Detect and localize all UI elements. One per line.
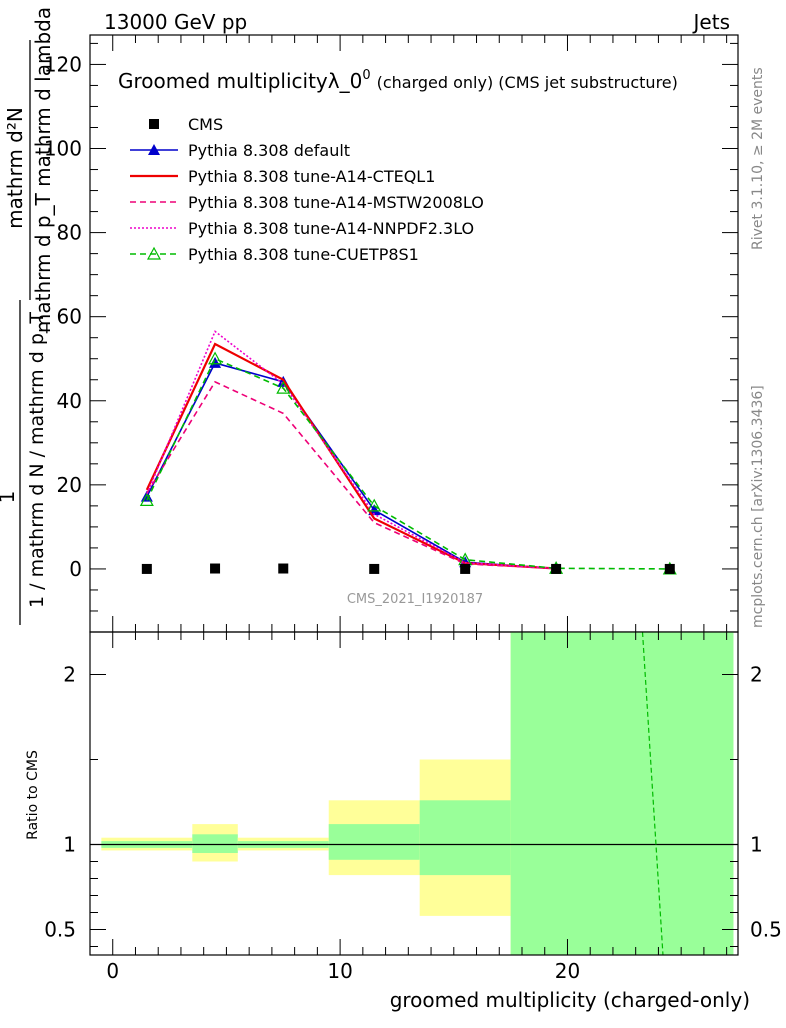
- ylabel-one: 1: [0, 491, 19, 504]
- main-title-text: Groomed multiplicityλ_0: [118, 69, 362, 93]
- ratio-band-green-5: [511, 632, 734, 955]
- series-0-point-4: [460, 564, 470, 574]
- ratio-ytick-label-right: 2: [750, 663, 763, 687]
- legend-marker-0: [149, 119, 159, 129]
- legend-label-1: Pythia 8.308 default: [188, 141, 350, 160]
- legend-label-0: CMS: [188, 115, 223, 134]
- rivet-label: Rivet 3.1.10, ≥ 2M events: [750, 67, 766, 250]
- main-ytick-label: 0: [69, 557, 82, 581]
- legend-label-5: Pythia 8.308 tune-CUETP8S1: [188, 245, 419, 264]
- analysis-watermark: CMS_2021_I1920187: [347, 592, 483, 607]
- main-ytick-label: 60: [57, 305, 82, 329]
- xtick-label: 10: [327, 959, 352, 983]
- ratio-band-green-3: [329, 824, 420, 860]
- ylabel-outer-denominator: 1 / mathrm d N / mathrm d p_T: [26, 312, 48, 608]
- series-0-point-2: [278, 564, 288, 574]
- ylabel-inner-denominator: mathrm d p_T mathrm d lambda: [31, 7, 55, 333]
- ratio-plot-area: [90, 632, 738, 955]
- ratio-ytick-label-right: 1: [750, 833, 763, 857]
- ratio-ytick-label-left: 1: [63, 833, 76, 857]
- series-0-point-6: [665, 564, 675, 574]
- legend: CMS Pythia 8.308 default Pythia 8.308 tune…: [130, 115, 484, 264]
- legend-label-2: Pythia 8.308 tune-A14-CTEQL1: [188, 167, 435, 186]
- series-0-point-1: [210, 564, 220, 574]
- main-ytick-label: 20: [57, 473, 82, 497]
- xtick-label: 20: [555, 959, 580, 983]
- main-ylabel: 1 mathrm d²N mathrm d p_T mathrm d lambd…: [0, 7, 55, 625]
- ylabel-numerator: mathrm d²N: [3, 107, 27, 229]
- series-1-point-1: [209, 357, 221, 368]
- header-energy-label: 13000 GeV pp: [104, 10, 247, 34]
- series-4-line: [147, 331, 556, 568]
- main-series-group: [141, 331, 676, 574]
- series-1-line: [147, 363, 556, 569]
- series-0-point-0: [142, 564, 152, 574]
- legend-label-3: Pythia 8.308 tune-A14-MSTW2008LO: [188, 193, 484, 212]
- main-ytick-label: 40: [57, 389, 82, 413]
- ratio-band-green-1: [192, 834, 237, 853]
- ratio-ytick-label-left: 2: [63, 663, 76, 687]
- main-title-note: (charged only) (CMS jet substructure): [377, 73, 678, 92]
- main-ytick-label: 80: [57, 221, 82, 245]
- ratio-band-green-4: [420, 800, 511, 875]
- x-axis-label: groomed multiplicity (charged-only): [390, 988, 750, 1012]
- header-jets-label: Jets: [692, 10, 730, 34]
- series-0-point-3: [369, 564, 379, 574]
- legend-label-4: Pythia 8.308 tune-A14-NNPDF2.3LO: [188, 219, 474, 238]
- chart-canvas: 13000 GeV pp Jets Rivet 3.1.10, ≥ 2M eve…: [0, 0, 786, 1024]
- main-title: Groomed multiplicityλ_00 (charged only) (…: [118, 68, 678, 93]
- mcplots-label: mcplots.cern.ch [arXiv:1306.3436]: [750, 385, 766, 628]
- xtick-label: 0: [106, 959, 119, 983]
- ratio-ytick-label-right: 0.5: [750, 918, 782, 942]
- main-title-superscript: 0: [362, 68, 370, 83]
- series-0-point-5: [551, 564, 561, 574]
- ratio-ylabel: Ratio to CMS: [25, 750, 41, 840]
- ratio-ytick-label-left: 0.5: [44, 918, 76, 942]
